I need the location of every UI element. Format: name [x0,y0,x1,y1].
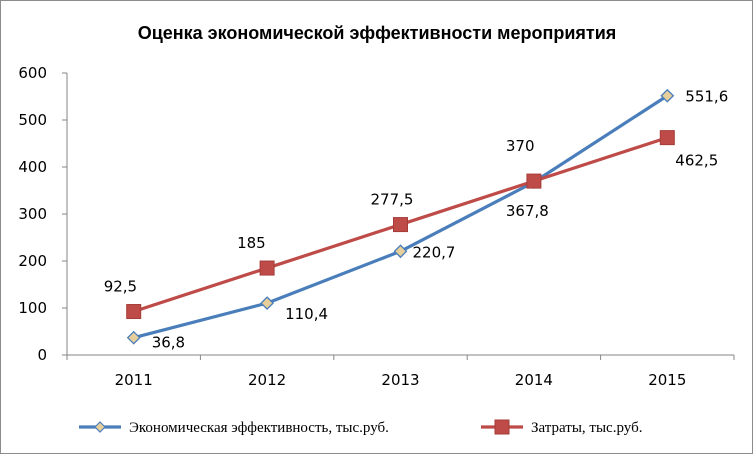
series-1-point [660,88,675,103]
series-1-point [260,296,275,311]
series-markers [126,88,675,345]
data-label-series-2: 462,5 [675,152,718,170]
y-tick-label: 0 [37,346,47,364]
series-line-1 [133,94,669,340]
y-tick-label: 400 [18,158,47,176]
legend-label-1: Экономическая эффективность, тыс.руб. [129,420,389,436]
x-tick-label: 2014 [515,371,553,389]
series-2-point [126,304,142,320]
legend: Экономическая эффективность, тыс.руб. Зат… [79,419,642,436]
series-1-point [126,330,141,345]
series-2-point [393,217,408,233]
data-label-series-2: 370 [506,137,535,155]
y-tick-label: 500 [18,111,47,129]
y-tick-label: 300 [18,205,47,223]
data-label-series-1: 367,8 [506,202,549,220]
x-tick-label: 2013 [381,371,419,389]
y-tick-label: 100 [18,299,47,317]
data-label-series-2: 277,5 [371,191,414,209]
legend-label-2: Затраты, тыс.руб. [531,420,642,436]
x-tick-label: 2011 [115,371,153,389]
data-label-series-2: 92,5 [104,278,137,296]
series-lines [133,94,669,340]
legend-marker-square [494,419,510,435]
series-1-point [393,244,408,259]
data-label-series-1: 36,8 [152,334,185,352]
data-label-series-2: 185 [237,234,266,252]
series-2-point [526,173,542,189]
y-tick-label: 200 [18,252,47,270]
x-tick-label: 2015 [648,371,686,389]
data-label-series-1: 110,4 [285,305,328,323]
data-label-series-1: 551,6 [685,88,728,106]
data-label-series-1: 220,7 [413,243,456,261]
series-2-point [259,260,275,276]
series-2-point [659,130,675,146]
chart-title: Оценка экономической эффективности мероп… [138,23,617,43]
y-tick-label: 600 [18,64,47,82]
data-labels: 36,8 110,4 220,7 367,8 551,6 92,5 185 277,5 370 4… [104,88,729,352]
axes: 0 100 200 300 400 500 600 2011 2012 2013 2014 2015 [18,64,735,389]
legend-marker-diamond [94,421,106,433]
x-tick-label: 2012 [248,371,286,389]
